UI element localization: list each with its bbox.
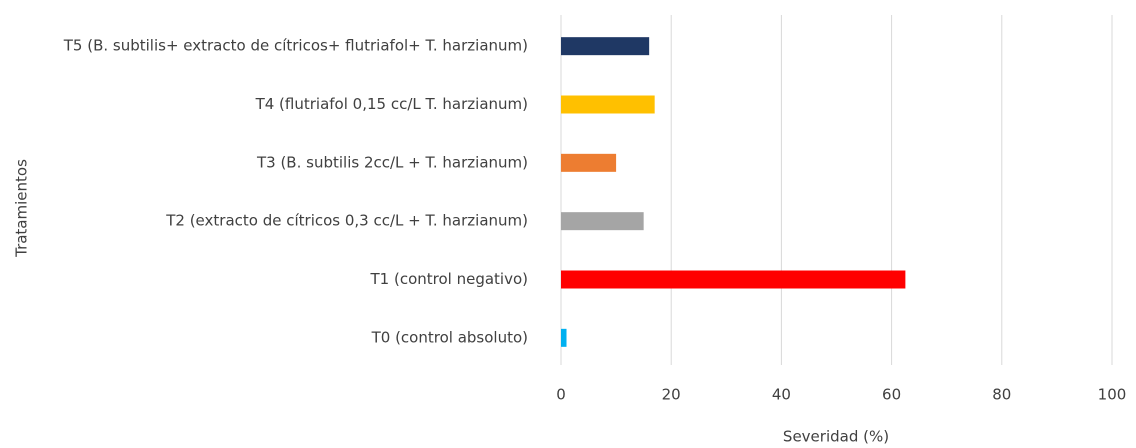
x-tick-label: 40	[772, 386, 791, 404]
bar	[561, 270, 906, 289]
y-tick-label: T0 (control absoluto)	[371, 328, 528, 346]
bar	[561, 328, 567, 347]
x-axis-title: Severidad (%)	[783, 428, 889, 446]
x-tick-label: 0	[556, 386, 566, 404]
y-tick-label: T4 (flutriafol 0,15 cc/L T. harzianum)	[255, 95, 528, 113]
bar	[561, 153, 617, 172]
bar	[561, 212, 644, 231]
x-tick-label: 100	[1098, 386, 1127, 404]
y-tick-label: T2 (extracto de cítricos 0,3 cc/L + T. h…	[165, 212, 528, 230]
y-tick-label: T3 (B. subtilis 2cc/L + T. harzianum)	[256, 153, 528, 171]
bar	[561, 95, 655, 114]
y-tick-label: T5 (B. subtilis+ extracto de cítricos+ f…	[63, 37, 528, 55]
x-tick-label: 60	[882, 386, 901, 404]
x-tick-label: 20	[662, 386, 681, 404]
y-axis-title: Tratamientos	[13, 159, 31, 258]
x-tick-label: 80	[992, 386, 1011, 404]
y-tick-label: T1 (control negativo)	[370, 270, 529, 288]
bar	[561, 37, 650, 56]
